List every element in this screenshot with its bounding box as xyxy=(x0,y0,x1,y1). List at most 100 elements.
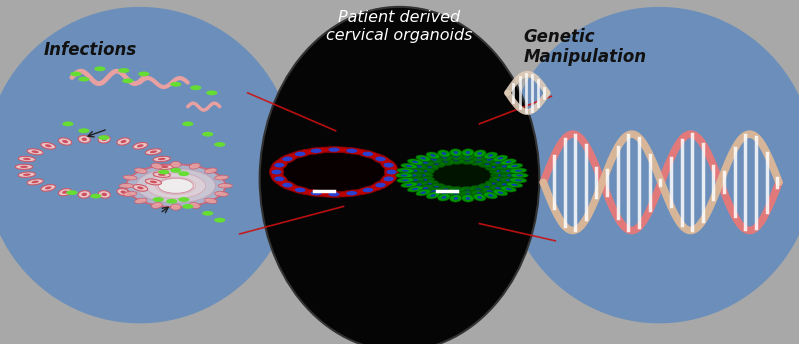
Ellipse shape xyxy=(402,170,409,172)
Ellipse shape xyxy=(419,170,427,172)
Ellipse shape xyxy=(407,186,423,192)
Ellipse shape xyxy=(466,151,470,154)
Ellipse shape xyxy=(415,155,431,162)
Ellipse shape xyxy=(416,162,439,171)
Ellipse shape xyxy=(511,165,518,167)
Ellipse shape xyxy=(470,185,488,195)
Ellipse shape xyxy=(500,172,521,179)
Ellipse shape xyxy=(492,165,500,168)
Ellipse shape xyxy=(412,188,418,190)
Ellipse shape xyxy=(479,183,499,192)
Circle shape xyxy=(156,177,196,194)
Ellipse shape xyxy=(437,153,452,161)
Ellipse shape xyxy=(477,196,482,199)
Ellipse shape xyxy=(336,147,367,154)
Ellipse shape xyxy=(117,189,130,196)
Ellipse shape xyxy=(119,184,133,188)
Ellipse shape xyxy=(58,189,72,196)
Ellipse shape xyxy=(506,161,511,163)
Circle shape xyxy=(166,199,177,204)
Ellipse shape xyxy=(416,185,434,192)
Ellipse shape xyxy=(45,144,51,147)
Ellipse shape xyxy=(408,181,428,188)
Ellipse shape xyxy=(447,154,464,164)
Ellipse shape xyxy=(384,165,399,179)
Ellipse shape xyxy=(453,158,459,161)
Ellipse shape xyxy=(27,179,43,185)
Ellipse shape xyxy=(205,198,217,204)
Ellipse shape xyxy=(475,159,482,162)
Circle shape xyxy=(202,132,213,137)
Circle shape xyxy=(98,135,109,140)
Ellipse shape xyxy=(515,179,522,181)
Ellipse shape xyxy=(410,170,418,172)
Text: Genetic
Manipulation: Genetic Manipulation xyxy=(523,28,646,66)
Ellipse shape xyxy=(81,193,87,196)
Ellipse shape xyxy=(407,159,423,165)
Ellipse shape xyxy=(133,142,148,149)
Ellipse shape xyxy=(442,192,447,195)
Ellipse shape xyxy=(411,167,435,175)
Ellipse shape xyxy=(354,149,381,159)
Ellipse shape xyxy=(431,158,437,161)
Ellipse shape xyxy=(426,192,440,199)
Ellipse shape xyxy=(408,163,428,170)
Ellipse shape xyxy=(295,152,305,156)
Ellipse shape xyxy=(493,155,508,162)
Ellipse shape xyxy=(489,167,512,175)
Circle shape xyxy=(423,159,501,192)
Ellipse shape xyxy=(460,151,475,160)
Circle shape xyxy=(206,90,217,95)
Ellipse shape xyxy=(137,186,144,190)
Circle shape xyxy=(62,121,74,126)
Ellipse shape xyxy=(435,156,454,165)
Ellipse shape xyxy=(403,177,424,183)
Ellipse shape xyxy=(459,186,476,197)
Ellipse shape xyxy=(123,192,137,196)
Ellipse shape xyxy=(410,179,418,181)
Ellipse shape xyxy=(479,159,499,168)
Ellipse shape xyxy=(20,166,28,168)
Ellipse shape xyxy=(498,174,507,177)
Circle shape xyxy=(166,182,185,190)
Ellipse shape xyxy=(384,163,394,168)
Ellipse shape xyxy=(487,158,493,161)
Ellipse shape xyxy=(450,195,462,202)
Ellipse shape xyxy=(496,179,505,181)
Ellipse shape xyxy=(498,191,503,194)
Ellipse shape xyxy=(161,166,169,168)
Ellipse shape xyxy=(442,152,447,155)
Ellipse shape xyxy=(453,190,459,193)
Ellipse shape xyxy=(473,150,486,157)
Ellipse shape xyxy=(475,189,482,192)
Circle shape xyxy=(122,78,133,83)
Ellipse shape xyxy=(401,182,418,188)
Ellipse shape xyxy=(18,172,35,178)
Ellipse shape xyxy=(438,150,451,157)
Ellipse shape xyxy=(495,163,515,170)
Ellipse shape xyxy=(151,163,162,169)
Ellipse shape xyxy=(134,168,147,173)
Ellipse shape xyxy=(401,163,418,169)
Ellipse shape xyxy=(506,179,514,181)
Circle shape xyxy=(182,121,193,126)
Ellipse shape xyxy=(453,193,459,197)
Ellipse shape xyxy=(123,175,137,180)
Ellipse shape xyxy=(488,154,493,157)
Circle shape xyxy=(136,169,216,203)
Ellipse shape xyxy=(23,158,30,160)
Ellipse shape xyxy=(269,165,284,179)
Ellipse shape xyxy=(481,187,498,196)
Ellipse shape xyxy=(507,174,515,176)
Ellipse shape xyxy=(78,191,90,198)
Circle shape xyxy=(182,204,193,209)
Circle shape xyxy=(178,171,189,176)
Ellipse shape xyxy=(58,138,72,145)
Ellipse shape xyxy=(301,190,332,197)
Ellipse shape xyxy=(403,168,424,174)
Ellipse shape xyxy=(15,164,33,170)
Ellipse shape xyxy=(81,138,87,141)
Circle shape xyxy=(158,170,169,174)
Ellipse shape xyxy=(149,150,157,153)
Ellipse shape xyxy=(466,197,470,200)
